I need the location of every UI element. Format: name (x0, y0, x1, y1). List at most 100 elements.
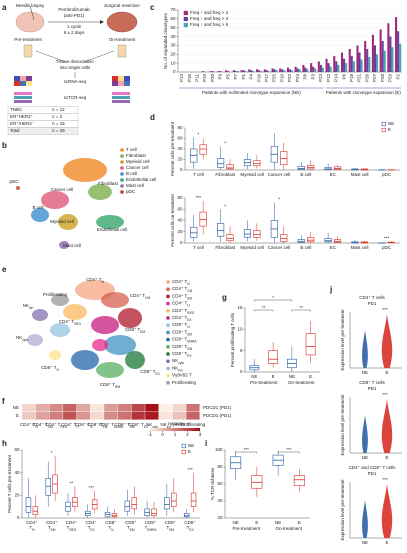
bar (391, 47, 394, 72)
bar (350, 56, 353, 72)
label-sub: RM (169, 528, 174, 532)
box (324, 238, 332, 243)
box (217, 223, 225, 237)
x-tick-label: P10 (279, 74, 284, 83)
cluster (96, 215, 124, 229)
row-label: PDCD1 (PD1) (203, 405, 232, 410)
heatmap-cell (90, 404, 104, 412)
panel-a: Needle biopsy Pembrolizumab (anti-PD1) 1… (7, 3, 140, 135)
y-axis-label: Percent cells on-treatment (170, 193, 175, 246)
violin (362, 500, 368, 538)
x-tick-label: P21 (357, 74, 362, 83)
bar (286, 67, 289, 72)
bar (252, 71, 255, 72)
heatmap-cell (158, 404, 173, 412)
significance: * (272, 295, 274, 300)
x-tick-label: TN (29, 525, 35, 532)
label: Tissue dissociation (56, 59, 94, 64)
legend-label: pDC (126, 189, 136, 194)
heatmap-cell (76, 412, 91, 420)
y-axis-label: Expression level pre-treatment (340, 394, 345, 456)
group-label: On-treatment (275, 526, 302, 531)
cluster-label: NKcyto (16, 335, 28, 342)
significance: *** (89, 485, 95, 490)
label-sub: H (187, 303, 190, 307)
heatmap-cell (145, 404, 159, 412)
label-main: CD8⁺ T (99, 422, 115, 427)
x-tick-label: P28 (380, 74, 385, 83)
label-sub: N (111, 528, 114, 532)
y-tick-label: 5 (240, 348, 243, 353)
significance: * (224, 203, 226, 208)
x-tick-label: E (385, 370, 388, 375)
box (297, 166, 305, 170)
label-main: CD8⁺ T (115, 422, 131, 427)
cluster-label: pDC (9, 179, 19, 184)
label-main: CD4⁺ T (130, 293, 146, 298)
legend-dot (120, 172, 124, 176)
violin-gene: PD1 (368, 386, 377, 391)
bar (281, 69, 284, 72)
x-tick-label: P9 (218, 74, 223, 80)
legend-swatch (183, 22, 188, 28)
colorbar-tick-label: -1 (148, 432, 152, 437)
x-tick-label: TEX (187, 525, 195, 532)
bar (321, 67, 324, 72)
legend-dot (166, 337, 170, 342)
label-main: T (187, 525, 190, 530)
label-sub: N (187, 325, 190, 329)
label-main: NK (16, 335, 22, 340)
heatmap-cell (117, 404, 132, 412)
significance: *** (196, 195, 202, 200)
violin (362, 330, 368, 368)
bar (312, 66, 315, 72)
label: scTCR-seq (64, 95, 87, 100)
x-tick-label: P3 (310, 74, 315, 80)
colorbar (150, 428, 200, 431)
box (324, 167, 332, 170)
legend-label: Freq ↑ and freq > 5 (190, 22, 229, 27)
label-main: CD4⁺ T (59, 319, 75, 324)
x-tick-label: P13 (179, 74, 184, 83)
box (226, 234, 234, 242)
x-tick-label: CD4⁺ (26, 520, 38, 525)
violin-gene: PD1 (368, 301, 377, 306)
bar (310, 63, 313, 72)
bar (379, 29, 382, 72)
cluster (104, 335, 136, 355)
panel-letter: h (2, 439, 7, 448)
heatmap-cell (145, 412, 159, 420)
significance: ** (299, 305, 303, 310)
label: Pembrolizumab (58, 7, 90, 12)
x-tick-label: P6 (341, 74, 346, 80)
label: 9 ± 2 days (64, 30, 85, 35)
bar (271, 68, 274, 72)
bar (240, 70, 243, 72)
column-label: CD8⁺ TEMRA (99, 422, 124, 429)
label-sub: EM (187, 332, 192, 336)
violin-title: CD4⁺ and CD8⁺ T cells (349, 465, 397, 470)
x-tick-label: NE (232, 520, 238, 525)
bar (360, 59, 363, 72)
tube (23, 44, 33, 58)
label-sub: N (32, 528, 35, 532)
x-tick-label: P23 (318, 74, 323, 83)
x-tick-label: P19 (202, 74, 207, 83)
legend-label: CD8⁺ TEMRA (172, 337, 197, 344)
significance: * (224, 141, 226, 146)
comparison-bracket (277, 451, 300, 454)
heatmap-cell (22, 412, 36, 420)
box (307, 237, 315, 243)
heatmap-cell (35, 404, 49, 412)
significance: * (198, 132, 200, 137)
label-main: CD4⁺ T (32, 422, 48, 427)
label-sub: CM (48, 425, 53, 429)
legend-label: Mast cell (126, 183, 144, 188)
heatmap-cell (49, 404, 63, 412)
x-tick-label: Cancer cell (268, 172, 291, 177)
x-tick-label: E (385, 455, 388, 460)
box (32, 506, 39, 515)
x-tick-label: NE (362, 370, 368, 375)
label-main: CD8⁺ T (140, 369, 156, 374)
